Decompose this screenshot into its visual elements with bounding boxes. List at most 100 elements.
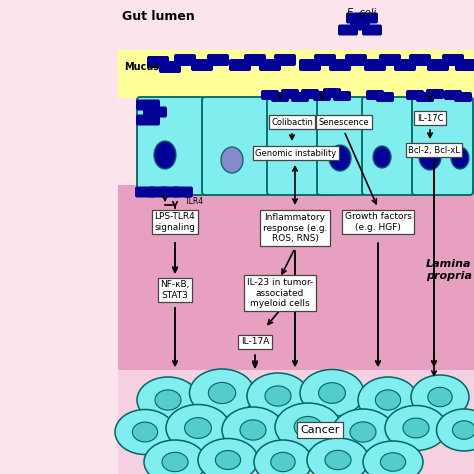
Ellipse shape	[155, 390, 181, 410]
FancyBboxPatch shape	[135, 186, 155, 198]
FancyBboxPatch shape	[202, 97, 270, 195]
FancyBboxPatch shape	[143, 107, 167, 118]
Ellipse shape	[184, 418, 211, 438]
Ellipse shape	[265, 386, 291, 406]
FancyBboxPatch shape	[376, 92, 394, 102]
FancyBboxPatch shape	[191, 59, 213, 71]
Ellipse shape	[275, 403, 341, 451]
Text: LPS-TLR4
signaling: LPS-TLR4 signaling	[155, 212, 195, 232]
FancyBboxPatch shape	[338, 25, 358, 36]
Text: Genomic instability: Genomic instability	[255, 148, 337, 157]
FancyBboxPatch shape	[426, 89, 444, 99]
Ellipse shape	[350, 422, 376, 442]
Ellipse shape	[240, 420, 266, 440]
FancyBboxPatch shape	[323, 88, 341, 98]
Ellipse shape	[144, 440, 206, 474]
Ellipse shape	[115, 410, 175, 455]
FancyBboxPatch shape	[173, 186, 193, 198]
Ellipse shape	[428, 387, 452, 407]
Text: Inflammatory
response (e.g.
ROS, RNS): Inflammatory response (e.g. ROS, RNS)	[263, 213, 327, 243]
FancyBboxPatch shape	[136, 100, 160, 110]
Ellipse shape	[307, 438, 369, 474]
Ellipse shape	[294, 417, 322, 438]
Ellipse shape	[325, 450, 351, 470]
FancyBboxPatch shape	[362, 25, 382, 36]
FancyBboxPatch shape	[454, 92, 472, 102]
Bar	[118, 370, 474, 474]
Bar	[118, 185, 474, 370]
FancyBboxPatch shape	[207, 54, 229, 66]
Text: IL-23 in tumor-
associated
myeloid cells: IL-23 in tumor- associated myeloid cells	[247, 278, 313, 308]
Ellipse shape	[247, 373, 309, 419]
FancyBboxPatch shape	[299, 59, 321, 71]
Ellipse shape	[363, 441, 423, 474]
Bar	[118, 50, 474, 98]
FancyBboxPatch shape	[174, 54, 196, 66]
FancyBboxPatch shape	[412, 97, 473, 195]
FancyBboxPatch shape	[261, 90, 279, 100]
FancyBboxPatch shape	[259, 59, 281, 71]
Ellipse shape	[254, 440, 312, 474]
FancyBboxPatch shape	[148, 186, 168, 198]
Ellipse shape	[222, 407, 284, 453]
FancyBboxPatch shape	[362, 97, 420, 195]
FancyBboxPatch shape	[313, 91, 331, 101]
FancyBboxPatch shape	[346, 12, 366, 24]
Ellipse shape	[419, 144, 441, 170]
Ellipse shape	[137, 377, 199, 423]
Ellipse shape	[329, 145, 351, 171]
FancyBboxPatch shape	[333, 91, 351, 101]
Ellipse shape	[190, 369, 255, 417]
Ellipse shape	[319, 383, 346, 403]
FancyBboxPatch shape	[229, 59, 251, 71]
Ellipse shape	[375, 390, 401, 410]
Ellipse shape	[437, 409, 474, 451]
Bar	[118, 0, 474, 150]
FancyBboxPatch shape	[136, 115, 160, 126]
Ellipse shape	[453, 421, 474, 439]
FancyBboxPatch shape	[366, 90, 384, 100]
Text: Lamina
propria: Lamina propria	[426, 259, 472, 281]
Text: Growth factors
(e.g. HGF): Growth factors (e.g. HGF)	[345, 212, 411, 232]
Ellipse shape	[385, 405, 447, 450]
FancyBboxPatch shape	[409, 54, 431, 66]
Ellipse shape	[451, 147, 469, 169]
FancyBboxPatch shape	[281, 89, 299, 99]
Ellipse shape	[358, 377, 418, 423]
FancyBboxPatch shape	[394, 59, 416, 71]
Ellipse shape	[162, 452, 188, 472]
Ellipse shape	[132, 422, 157, 442]
Ellipse shape	[209, 383, 236, 403]
FancyBboxPatch shape	[364, 59, 386, 71]
Ellipse shape	[403, 418, 429, 438]
FancyBboxPatch shape	[137, 97, 205, 195]
FancyBboxPatch shape	[406, 90, 424, 100]
FancyBboxPatch shape	[159, 61, 181, 73]
FancyBboxPatch shape	[444, 90, 462, 100]
Ellipse shape	[332, 409, 394, 455]
Text: Mucus: Mucus	[124, 62, 159, 72]
FancyBboxPatch shape	[379, 54, 401, 66]
FancyBboxPatch shape	[317, 97, 365, 195]
FancyBboxPatch shape	[291, 92, 309, 102]
Ellipse shape	[221, 147, 243, 173]
FancyBboxPatch shape	[314, 54, 336, 66]
Ellipse shape	[154, 141, 176, 169]
FancyBboxPatch shape	[160, 186, 180, 198]
Ellipse shape	[198, 438, 258, 474]
Text: Gut lumen: Gut lumen	[122, 10, 195, 23]
FancyBboxPatch shape	[416, 92, 434, 102]
FancyBboxPatch shape	[274, 54, 296, 66]
FancyBboxPatch shape	[427, 59, 449, 71]
Ellipse shape	[300, 370, 364, 417]
Text: TLR4: TLR4	[185, 197, 204, 206]
Ellipse shape	[215, 451, 241, 469]
FancyBboxPatch shape	[345, 54, 367, 66]
Ellipse shape	[411, 375, 469, 419]
Text: Senescence: Senescence	[319, 118, 369, 127]
Ellipse shape	[166, 404, 230, 452]
Text: Cancer: Cancer	[301, 425, 340, 435]
Text: E. coli: E. coli	[347, 8, 377, 18]
FancyBboxPatch shape	[267, 97, 335, 195]
FancyBboxPatch shape	[244, 54, 266, 66]
